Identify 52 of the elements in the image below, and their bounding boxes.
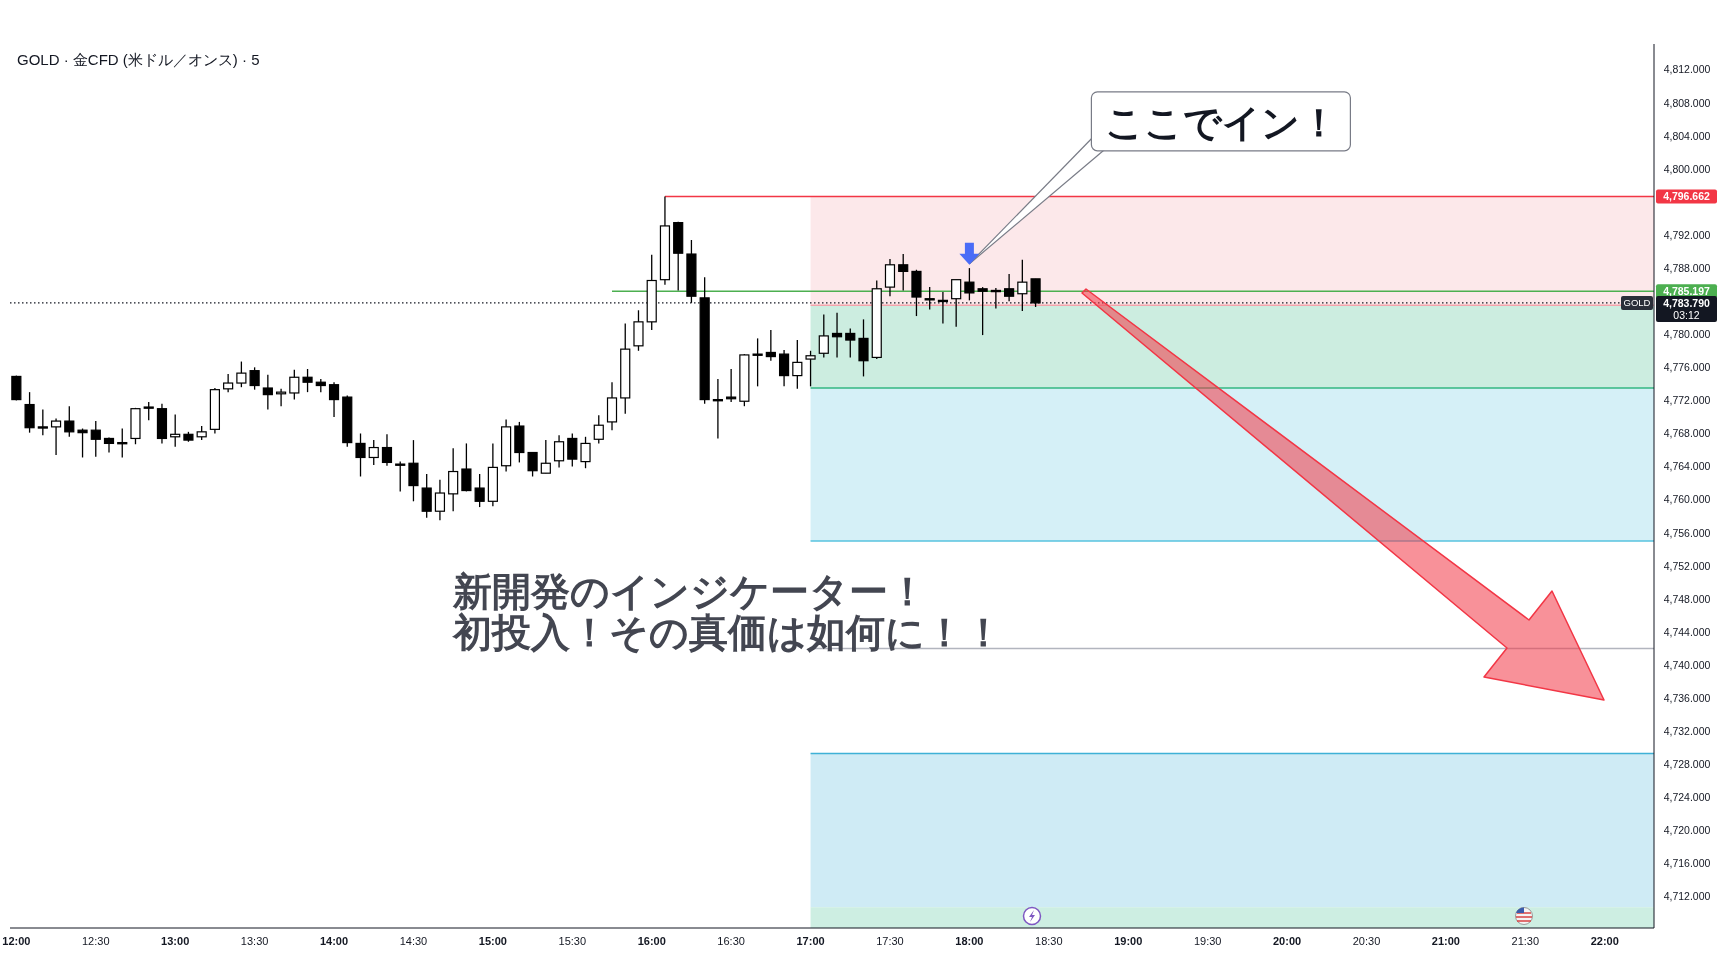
y-tick-label: 4,792.000 bbox=[1663, 228, 1711, 241]
x-tick-label: 17:00 bbox=[796, 935, 825, 947]
ref-line-label: 4,783.790 03:12 bbox=[1663, 296, 1711, 321]
y-tick-label: 4,800.000 bbox=[1663, 162, 1711, 175]
y-tick-label: 4,740.000 bbox=[1663, 658, 1711, 671]
y-tick-label: 4,772.000 bbox=[1663, 394, 1711, 407]
text: GOLD · 金CFD (米ドル／オンス) · 5 bbox=[17, 51, 260, 68]
y-tick-label: 4,808.000 bbox=[1663, 96, 1711, 109]
y-tick-label: 4,728.000 bbox=[1663, 758, 1711, 771]
annotation: 新開発のインジケーター！ bbox=[453, 570, 927, 613]
y-tick-label: 4,780.000 bbox=[1663, 328, 1711, 341]
y-tick-label: 4,752.000 bbox=[1663, 559, 1711, 572]
data-label: 4,785.197 bbox=[1663, 285, 1711, 298]
y-tick-label: 4,756.000 bbox=[1663, 526, 1711, 539]
x-tick-label: 14:30 bbox=[399, 935, 428, 947]
x-tick-label: 19:30 bbox=[1193, 935, 1222, 947]
x-tick-label: 22:00 bbox=[1590, 935, 1619, 947]
y-tick-label: 4,804.000 bbox=[1663, 129, 1711, 142]
y-tick-label: 4,748.000 bbox=[1663, 592, 1711, 605]
x-tick-label: 18:00 bbox=[955, 935, 984, 947]
x-tick-label: 20:00 bbox=[1273, 935, 1302, 947]
annotation: 初投入！その真価は如何に！！ bbox=[453, 611, 1003, 654]
y-tick-label: 4,732.000 bbox=[1663, 724, 1711, 737]
y-tick-label: 4,760.000 bbox=[1663, 493, 1711, 506]
annotation: ここでイン！ bbox=[1105, 101, 1339, 144]
y-tick-label: 4,764.000 bbox=[1663, 460, 1711, 473]
y-tick-label: 4,724.000 bbox=[1663, 791, 1711, 804]
x-tick-label: 21:00 bbox=[1431, 935, 1460, 947]
y-tick-label: 4,812.000 bbox=[1663, 63, 1711, 76]
x-tick-label: 13:30 bbox=[240, 935, 269, 947]
y-tick-label: 4,776.000 bbox=[1663, 361, 1711, 374]
y-tick-label: 4,768.000 bbox=[1663, 427, 1711, 440]
data-label: 4,796.662 bbox=[1663, 190, 1711, 203]
x-tick-label: 15:00 bbox=[478, 935, 507, 947]
x-tick-label: 12:00 bbox=[2, 935, 31, 947]
x-tick-label: 19:00 bbox=[1114, 935, 1143, 947]
x-tick-label: 16:00 bbox=[637, 935, 666, 947]
x-tick-label: 14:00 bbox=[319, 935, 349, 947]
y-tick-label: 4,736.000 bbox=[1663, 691, 1711, 704]
x-tick-label: 12:30 bbox=[82, 935, 110, 947]
y-tick-label: 4,744.000 bbox=[1663, 625, 1711, 638]
x-tick-label: 17:30 bbox=[876, 935, 904, 947]
x-tick-label: 21:30 bbox=[1511, 935, 1540, 947]
x-tick-label: 16:30 bbox=[717, 935, 745, 947]
x-tick-label: 20:30 bbox=[1352, 935, 1381, 947]
y-tick-label: 4,720.000 bbox=[1663, 824, 1711, 837]
y-tick-label: 4,712.000 bbox=[1663, 890, 1711, 903]
y-tick-label: 4,788.000 bbox=[1663, 261, 1711, 274]
x-tick-label: 13:00 bbox=[161, 935, 190, 947]
x-tick-label: 18:30 bbox=[1035, 935, 1063, 947]
x-tick-label: 15:30 bbox=[558, 935, 587, 947]
y-tick-label: 4,716.000 bbox=[1663, 857, 1711, 870]
